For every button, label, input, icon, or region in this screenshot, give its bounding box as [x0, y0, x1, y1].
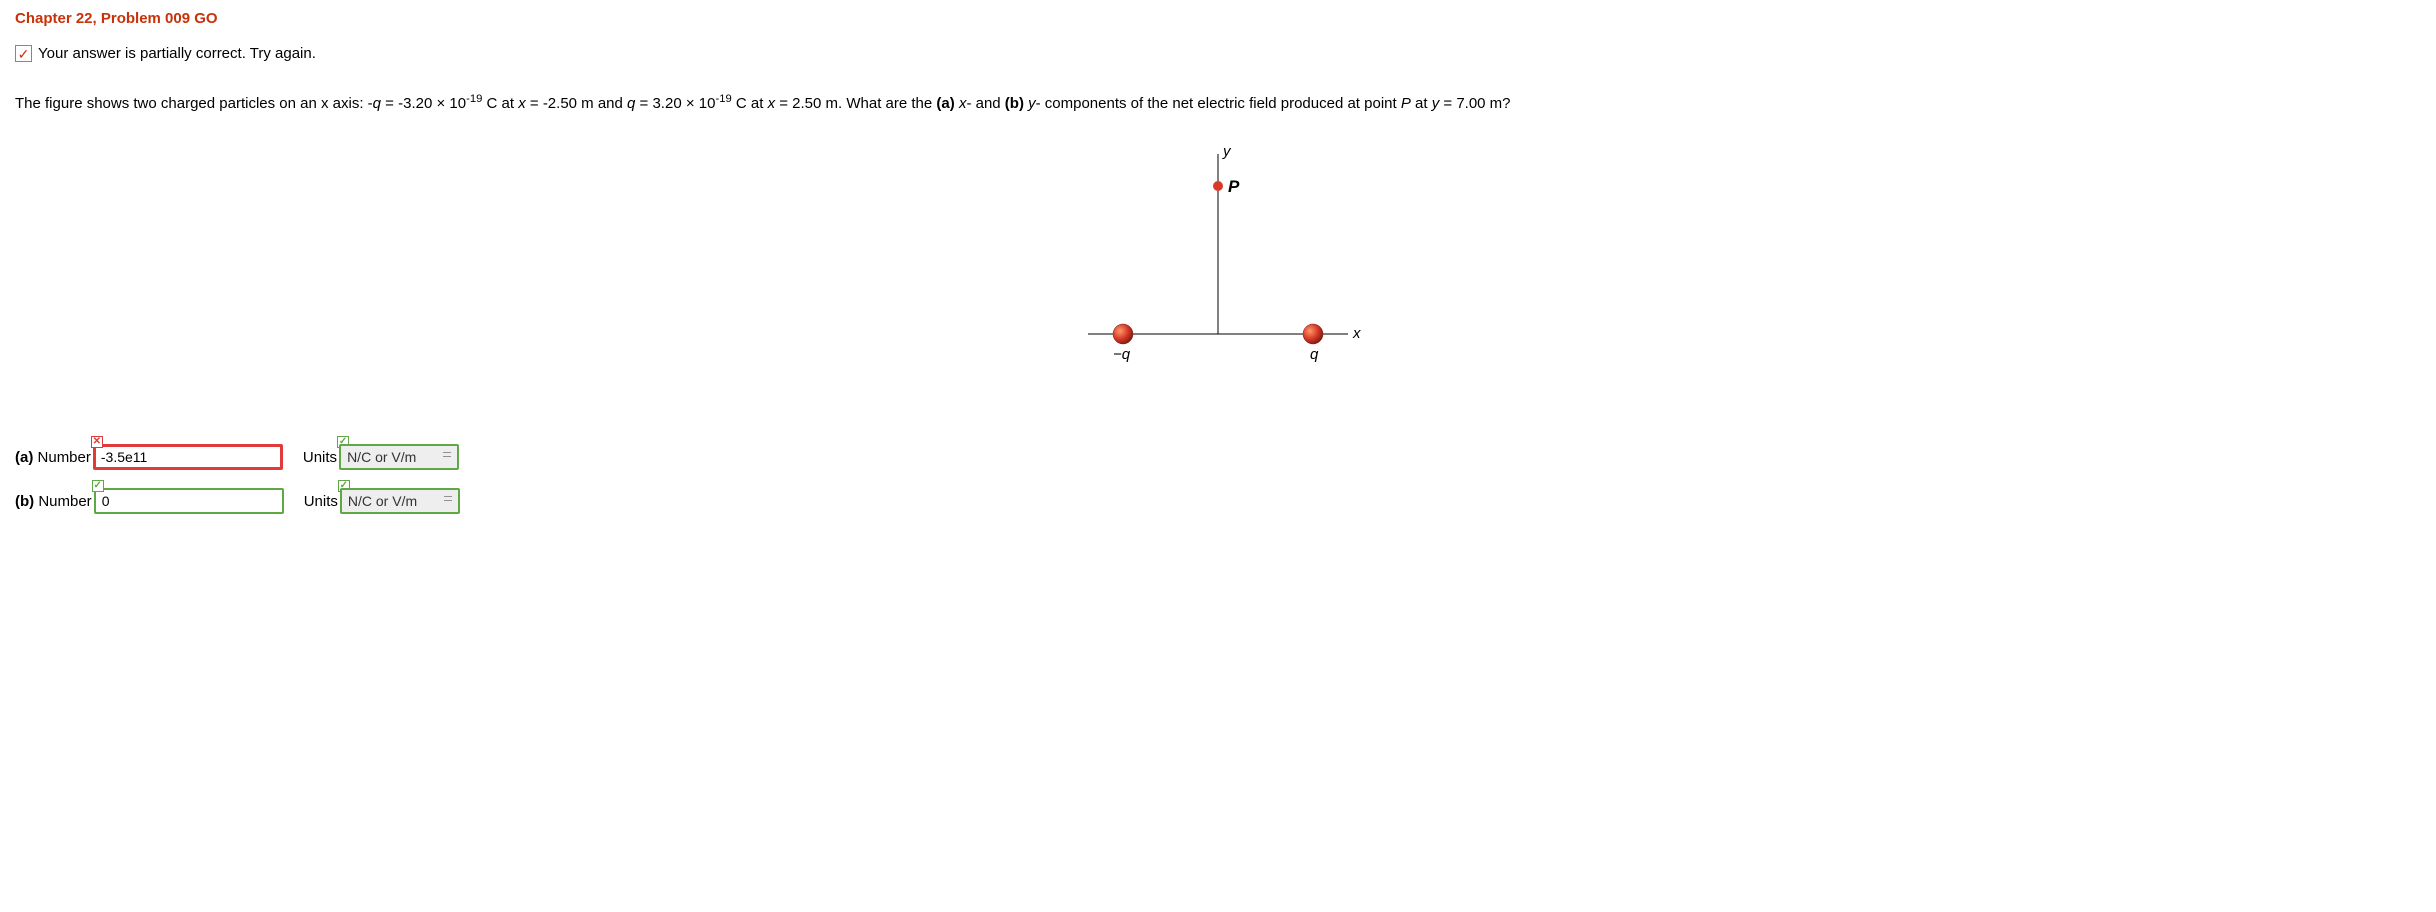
units-label-b: Units — [304, 493, 338, 510]
label-neg-q: −q — [1113, 346, 1131, 363]
select-wrap: N/C or V/m — [340, 488, 460, 514]
label-pos-q: q — [1310, 346, 1319, 363]
figure-container: y x P −q q — [15, 144, 2421, 394]
text: C at — [482, 95, 518, 112]
figure-diagram: y x P −q q — [1068, 144, 1368, 394]
units-label-a: Units — [303, 449, 337, 466]
answer-row-a: (a) Number ✕ Units ✓ N/C or V/m — [15, 444, 2421, 470]
number-label: Number — [38, 493, 91, 510]
exponent: -19 — [715, 93, 731, 105]
number-field-wrap-a: ✕ — [93, 444, 283, 470]
units-field-wrap-b: ✓ N/C or V/m — [340, 488, 460, 514]
label-y: y — [1222, 144, 1232, 160]
var-y: y — [1028, 95, 1036, 112]
problem-text: The figure shows two charged particles o… — [15, 92, 2421, 114]
label-x: x — [1352, 325, 1361, 342]
text: The figure shows two charged particles o… — [15, 95, 373, 112]
number-input-b[interactable] — [94, 488, 284, 514]
number-input-a[interactable] — [93, 444, 283, 470]
point-p — [1213, 181, 1223, 191]
part-a-bold: (a) — [15, 449, 33, 466]
var-x: x — [518, 95, 526, 112]
text: C at — [732, 95, 768, 112]
text: = -3.20 × 10 — [381, 95, 466, 112]
select-wrap: N/C or V/m — [339, 444, 459, 470]
number-field-wrap-b: ✓ — [94, 488, 284, 514]
text: - and — [966, 95, 1004, 112]
status-row: ✓ Your answer is partially correct. Try … — [15, 45, 2421, 62]
part-label-b: (b) — [1005, 95, 1024, 112]
units-select-b[interactable]: N/C or V/m — [340, 488, 460, 514]
charge-neg-q — [1113, 324, 1133, 344]
incorrect-mark-icon: ✕ — [91, 436, 103, 448]
var-P: P — [1401, 95, 1411, 112]
text: = 3.20 × 10 — [635, 95, 715, 112]
part-label-a: (a) — [936, 95, 954, 112]
label-P: P — [1228, 177, 1240, 196]
number-label: Number — [38, 449, 91, 466]
var-x: x — [768, 95, 776, 112]
correct-mark-icon: ✓ — [92, 480, 104, 492]
text: = -2.50 m and — [526, 95, 627, 112]
status-text: Your answer is partially correct. Try ag… — [38, 45, 316, 62]
text: at — [1411, 95, 1432, 112]
text: = 7.00 m? — [1439, 95, 1510, 112]
answers-section: (a) Number ✕ Units ✓ N/C or V/m (b) Numb… — [15, 444, 2421, 514]
text: = 2.50 m. What are the — [775, 95, 936, 112]
answer-row-b: (b) Number ✓ Units ✓ N/C or V/m — [15, 488, 2421, 514]
part-b-bold: (b) — [15, 493, 34, 510]
charge-pos-q — [1303, 324, 1323, 344]
var-q: q — [373, 95, 381, 112]
exponent: -19 — [466, 93, 482, 105]
text: - components of the net electric field p… — [1036, 95, 1401, 112]
units-select-a[interactable]: N/C or V/m — [339, 444, 459, 470]
units-field-wrap-a: ✓ N/C or V/m — [339, 444, 459, 470]
chapter-title: Chapter 22, Problem 009 GO — [15, 10, 2421, 27]
part-b-label: (b) Number — [15, 493, 92, 510]
partial-correct-icon: ✓ — [15, 45, 32, 62]
part-a-label: (a) Number — [15, 449, 91, 466]
